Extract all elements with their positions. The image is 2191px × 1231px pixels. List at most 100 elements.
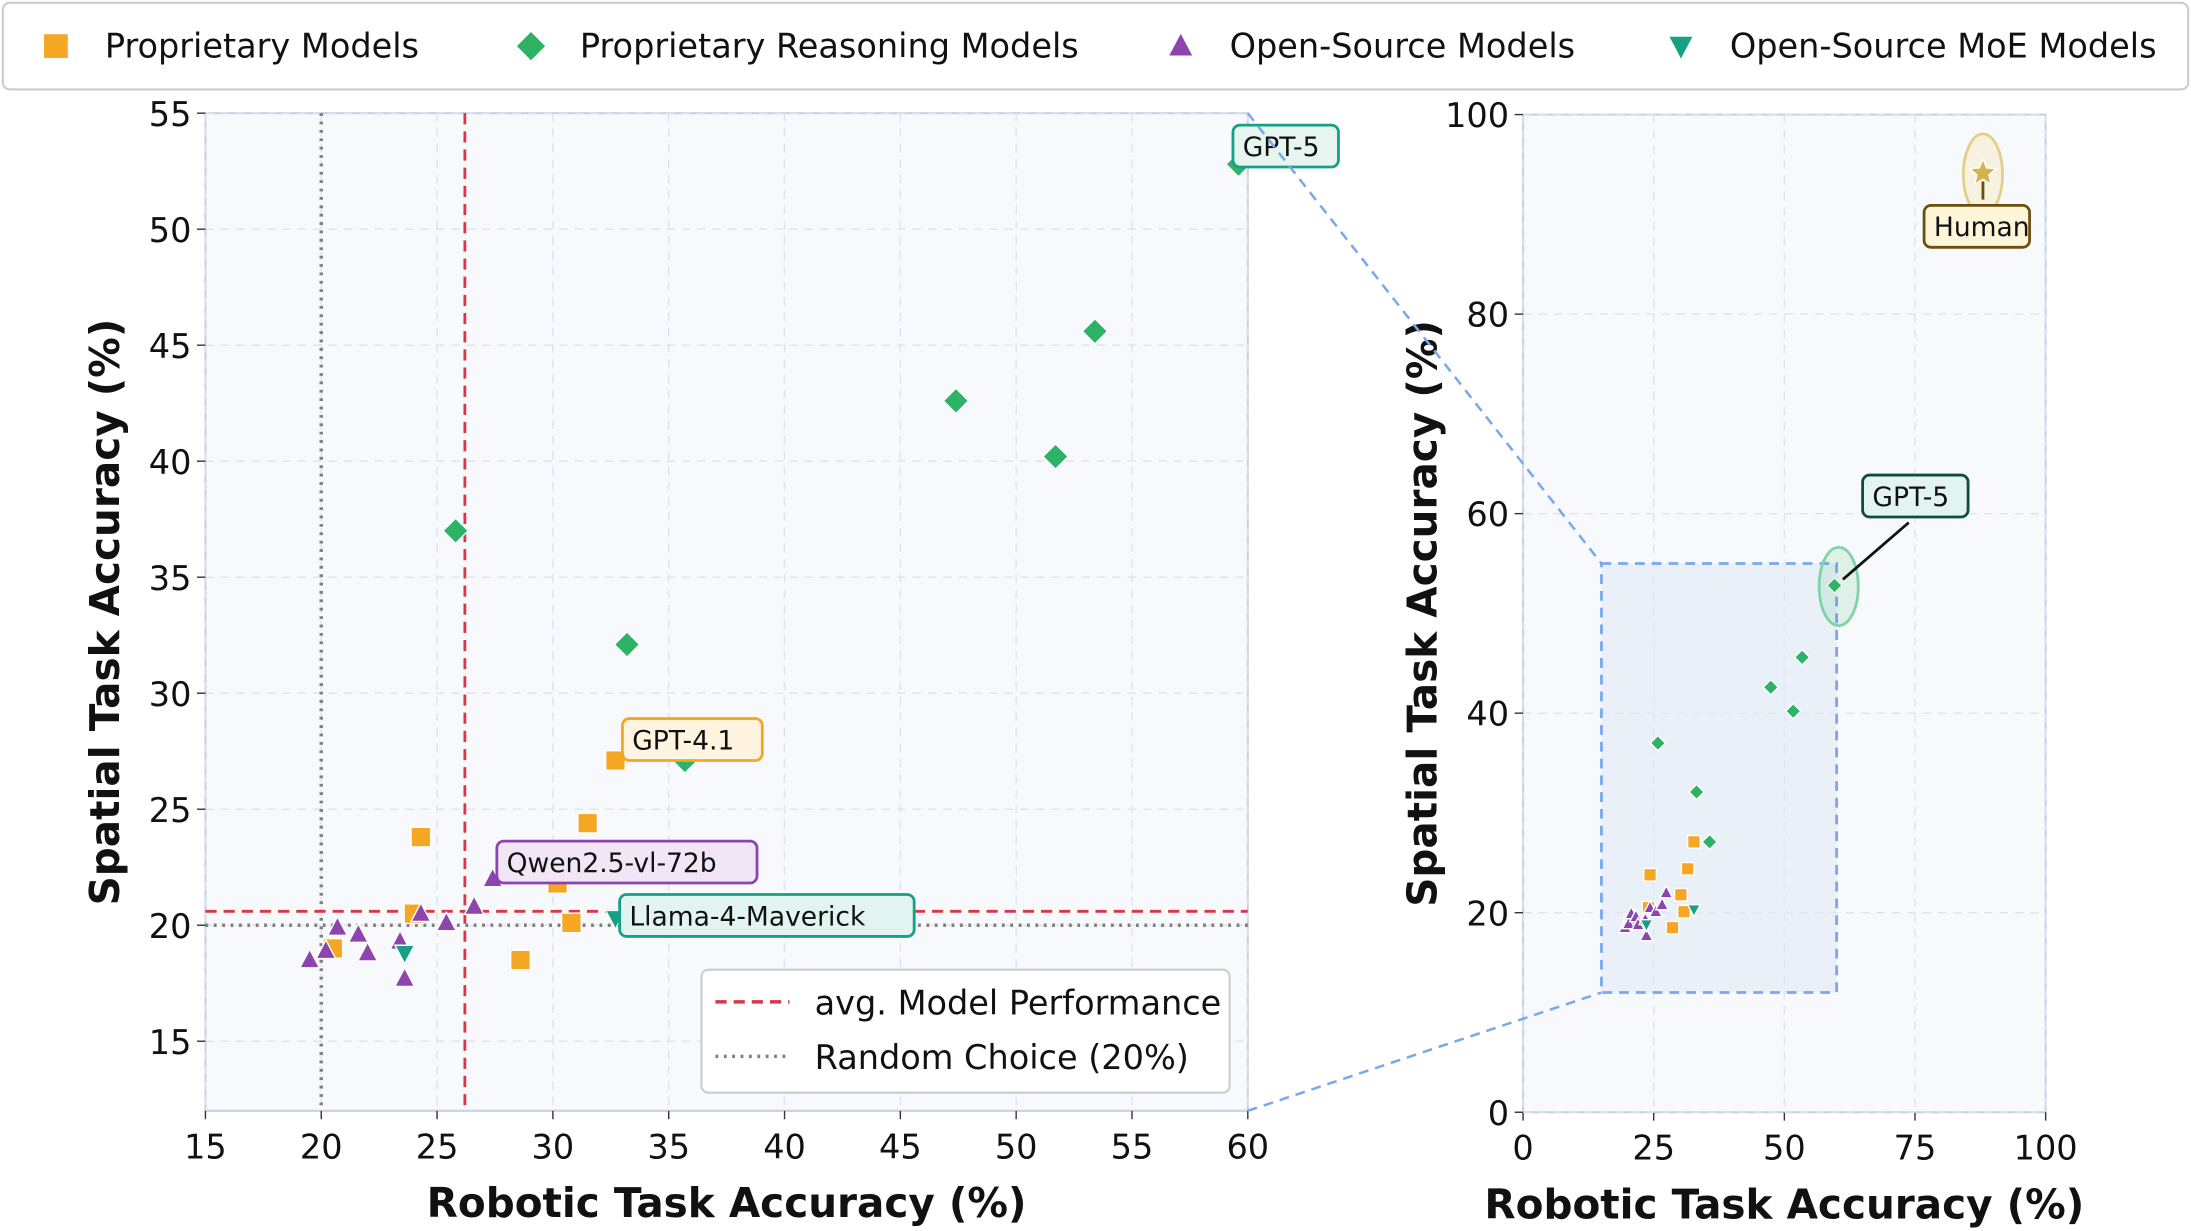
triangle-up-point [463,894,486,916]
triangle-down-point-overview [1638,918,1654,934]
y-axis-label: Spatial Task Accuracy (%) [1398,320,1446,907]
reference-legend-label: Random Choice (20%) [815,1038,1189,1077]
square-point-overview [1677,904,1692,919]
diamond-point-overview [1649,734,1667,752]
x-tick-label: 55 [1111,1127,1154,1166]
legend-label: Proprietary Models [105,26,419,65]
square-point [560,912,582,934]
annotation-box [1861,473,1970,519]
triangle-up-point [435,910,458,932]
y-tick-label: 100 [1445,96,1509,135]
reference-legend-label: avg. Model Performance [815,983,1222,1022]
diamond-point-overview [1793,648,1811,666]
x-tick-label: 15 [184,1127,227,1166]
square-point [577,812,599,834]
annotation-label: Qwen2.5-vl-72b [507,848,717,879]
square-point-overview [1643,867,1658,882]
x-tick-label: 40 [763,1127,806,1166]
y-tick-label: 25 [149,791,192,830]
x-axis-label: Robotic Task Accuracy (%) [1484,1180,2084,1228]
diamond-point [1081,317,1109,345]
annotation-arrow [1841,521,1910,581]
diamond-point-overview [1784,702,1802,720]
x-tick-label: 50 [1763,1129,1806,1168]
x-tick-label: 100 [2014,1129,2078,1168]
y-tick-label: 20 [1466,894,1509,933]
reference-legend: avg. Model Performance Random Choice (20%… [700,968,1231,1094]
annotation-box [618,893,916,938]
x-tick-label: 45 [879,1127,922,1166]
zoom-connectors [1246,112,1603,1113]
square-marker-icon [42,32,70,60]
annotation-label: Human [1934,212,2030,243]
triangle-up-point-overview [1638,927,1654,942]
x-tick-label: 75 [1894,1129,1937,1168]
y-tick-label: 55 [149,95,192,134]
annotation-label: GPT-4.1 [632,725,734,756]
square-point [410,826,432,848]
x-tick-label: 25 [416,1127,459,1166]
triangle-up-point-overview [1621,915,1637,930]
diamond-marker-icon [514,30,548,63]
triangle-up-point [298,947,321,969]
annotation-box [495,839,759,885]
annotation-box [1231,123,1340,169]
legend-item: Proprietary Reasoning Models [514,26,1079,65]
annotation-label: GPT-5 [1872,482,1949,513]
x-tick-label: 0 [1512,1129,1533,1168]
triangle-up-point [314,938,337,960]
triangle-up-point-overview [1654,896,1670,911]
triangle-up-point [393,966,416,988]
highlight-ellipse [1817,545,1860,627]
triangle-up-point-overview [1658,884,1674,899]
diamond-point [442,517,470,545]
x-tick-label: 20 [300,1127,343,1166]
y-tick-label: 50 [149,211,192,250]
diamond-point-overview [1701,833,1719,851]
triangle-up-point [409,901,432,923]
legend-label: Open-Source Models [1230,26,1575,65]
legend-item: Open-Source Models [1167,26,1575,65]
legend-frame [1,1,2190,91]
left-scatter-plot: 15 20 25 30 35 40 45 50 55 60 15 20 25 30 35 40 45 50 55 Ro… [81,95,1340,1227]
y-tick-label: 40 [1466,695,1509,734]
diamond-point-overview [1825,576,1844,595]
diamond-point [613,630,641,659]
diamond-point [942,387,970,415]
x-tick-label: 30 [532,1127,575,1166]
annotation-label: GPT-5 [1243,132,1320,163]
square-point-overview [1680,861,1695,876]
square-point-overview [1665,920,1680,935]
triangle-down-point [393,944,416,966]
x-tick-label: 35 [647,1127,690,1166]
right-overview-plot: 0 25 50 75 100 0 20 40 60 80 100 Robotic Task Accur… [1398,96,2084,1228]
y-tick-label: 80 [1466,296,1509,335]
plot-area [204,112,1249,1112]
triangle-up-point [326,915,349,937]
x-axis-label: Robotic Task Accuracy (%) [427,1179,1027,1227]
y-tick-label: 15 [149,1023,192,1062]
annotation-box [1922,204,2031,249]
annotation-label: Llama-4-Maverick [629,901,866,932]
legend-item: Proprietary Models [42,26,419,65]
diamond-point-overview [1762,678,1780,696]
legend: Proprietary Models Proprietary Reasoning … [1,1,2190,91]
annotation-box [621,717,764,762]
x-tick-label: 25 [1632,1129,1675,1168]
y-tick-label: 0 [1488,1094,1509,1133]
zoom-connector-bottom [1247,991,1602,1113]
triangle-up-point [356,940,379,962]
diamond-point [1041,442,1070,471]
y-tick-label: 35 [149,559,192,598]
square-point-overview [1686,834,1701,849]
y-tick-label: 45 [149,327,192,366]
triangle-down-marker-icon [1667,35,1695,62]
legend-label: Proprietary Reasoning Models [580,26,1079,65]
diamond-point-overview [1688,783,1706,801]
legend-label: Open-Source MoE Models [1730,26,2157,65]
y-tick-label: 40 [149,443,192,482]
y-tick-label: 20 [149,907,192,946]
legend-item: Open-Source MoE Models [1667,26,2157,65]
triangle-down-point-overview [1686,903,1702,919]
